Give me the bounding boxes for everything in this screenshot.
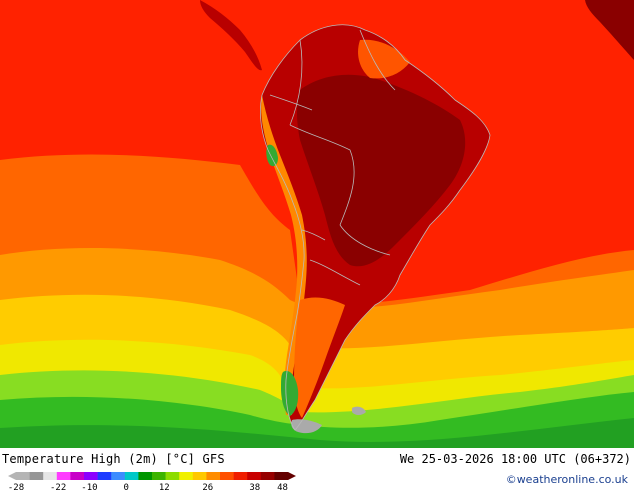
legend-swatch [192, 472, 207, 480]
legend-swatch [29, 472, 44, 480]
legend-swatch [247, 472, 262, 480]
legend-swatch [152, 472, 166, 480]
guiana-warm [358, 39, 410, 79]
legend-swatch [233, 472, 248, 480]
legend-swatch [84, 472, 98, 480]
legend-tick-label: -28 [8, 483, 24, 490]
legend-swatch [124, 472, 139, 480]
legend-tick-label: 12 [159, 483, 170, 490]
southern-highland-green [281, 370, 299, 416]
legend-swatch [56, 472, 71, 480]
legend-tick-label: 26 [202, 483, 213, 490]
andes-strip [261, 95, 307, 415]
legend-swatch [179, 472, 194, 480]
run-info: We 25-03-2026 18:00 UTC (06+372) [399, 452, 631, 466]
legend-arrow-low [8, 472, 16, 480]
patagonia-warm [294, 297, 345, 418]
legend-tick-label: 38 [249, 483, 260, 490]
legend-swatch [206, 472, 221, 480]
ocean-band-darkgreen [0, 418, 634, 448]
brazil-heat-core [297, 74, 466, 267]
country-borders [260, 24, 491, 431]
legend-swatch [260, 472, 275, 480]
legend-swatch [138, 472, 153, 480]
legend-swatch [220, 472, 234, 480]
falkland-islands [352, 406, 366, 415]
map-footer: Temperature High (2m) [°C] GFS We 25-03-… [0, 448, 634, 490]
legend-swatch [111, 472, 126, 480]
legend-tick-label: -10 [81, 483, 97, 490]
color-legend: -28 -22 -10 0 12 26 38 48 [8, 472, 296, 490]
legend-swatch [274, 472, 289, 480]
legend-swatch [165, 472, 180, 480]
map-title: Temperature High (2m) [°C] GFS [2, 452, 225, 466]
legend-swatch [97, 472, 112, 480]
legend-tick-label: -22 [50, 483, 66, 490]
legend-swatch [43, 472, 58, 480]
central-america-land [200, 0, 262, 71]
africa-coast [585, 0, 634, 60]
peru-highland-green [266, 144, 278, 167]
tierra-del-fuego [291, 419, 322, 434]
temperature-map [0, 0, 634, 448]
legend-tick-label: 48 [277, 483, 288, 490]
credit-link[interactable]: ©weatheronline.co.uk [505, 473, 628, 486]
legend-swatch [70, 472, 85, 480]
legend-arrow-high [288, 472, 296, 480]
legend-tick-label: 0 [123, 483, 128, 490]
legend-swatch [16, 472, 30, 480]
